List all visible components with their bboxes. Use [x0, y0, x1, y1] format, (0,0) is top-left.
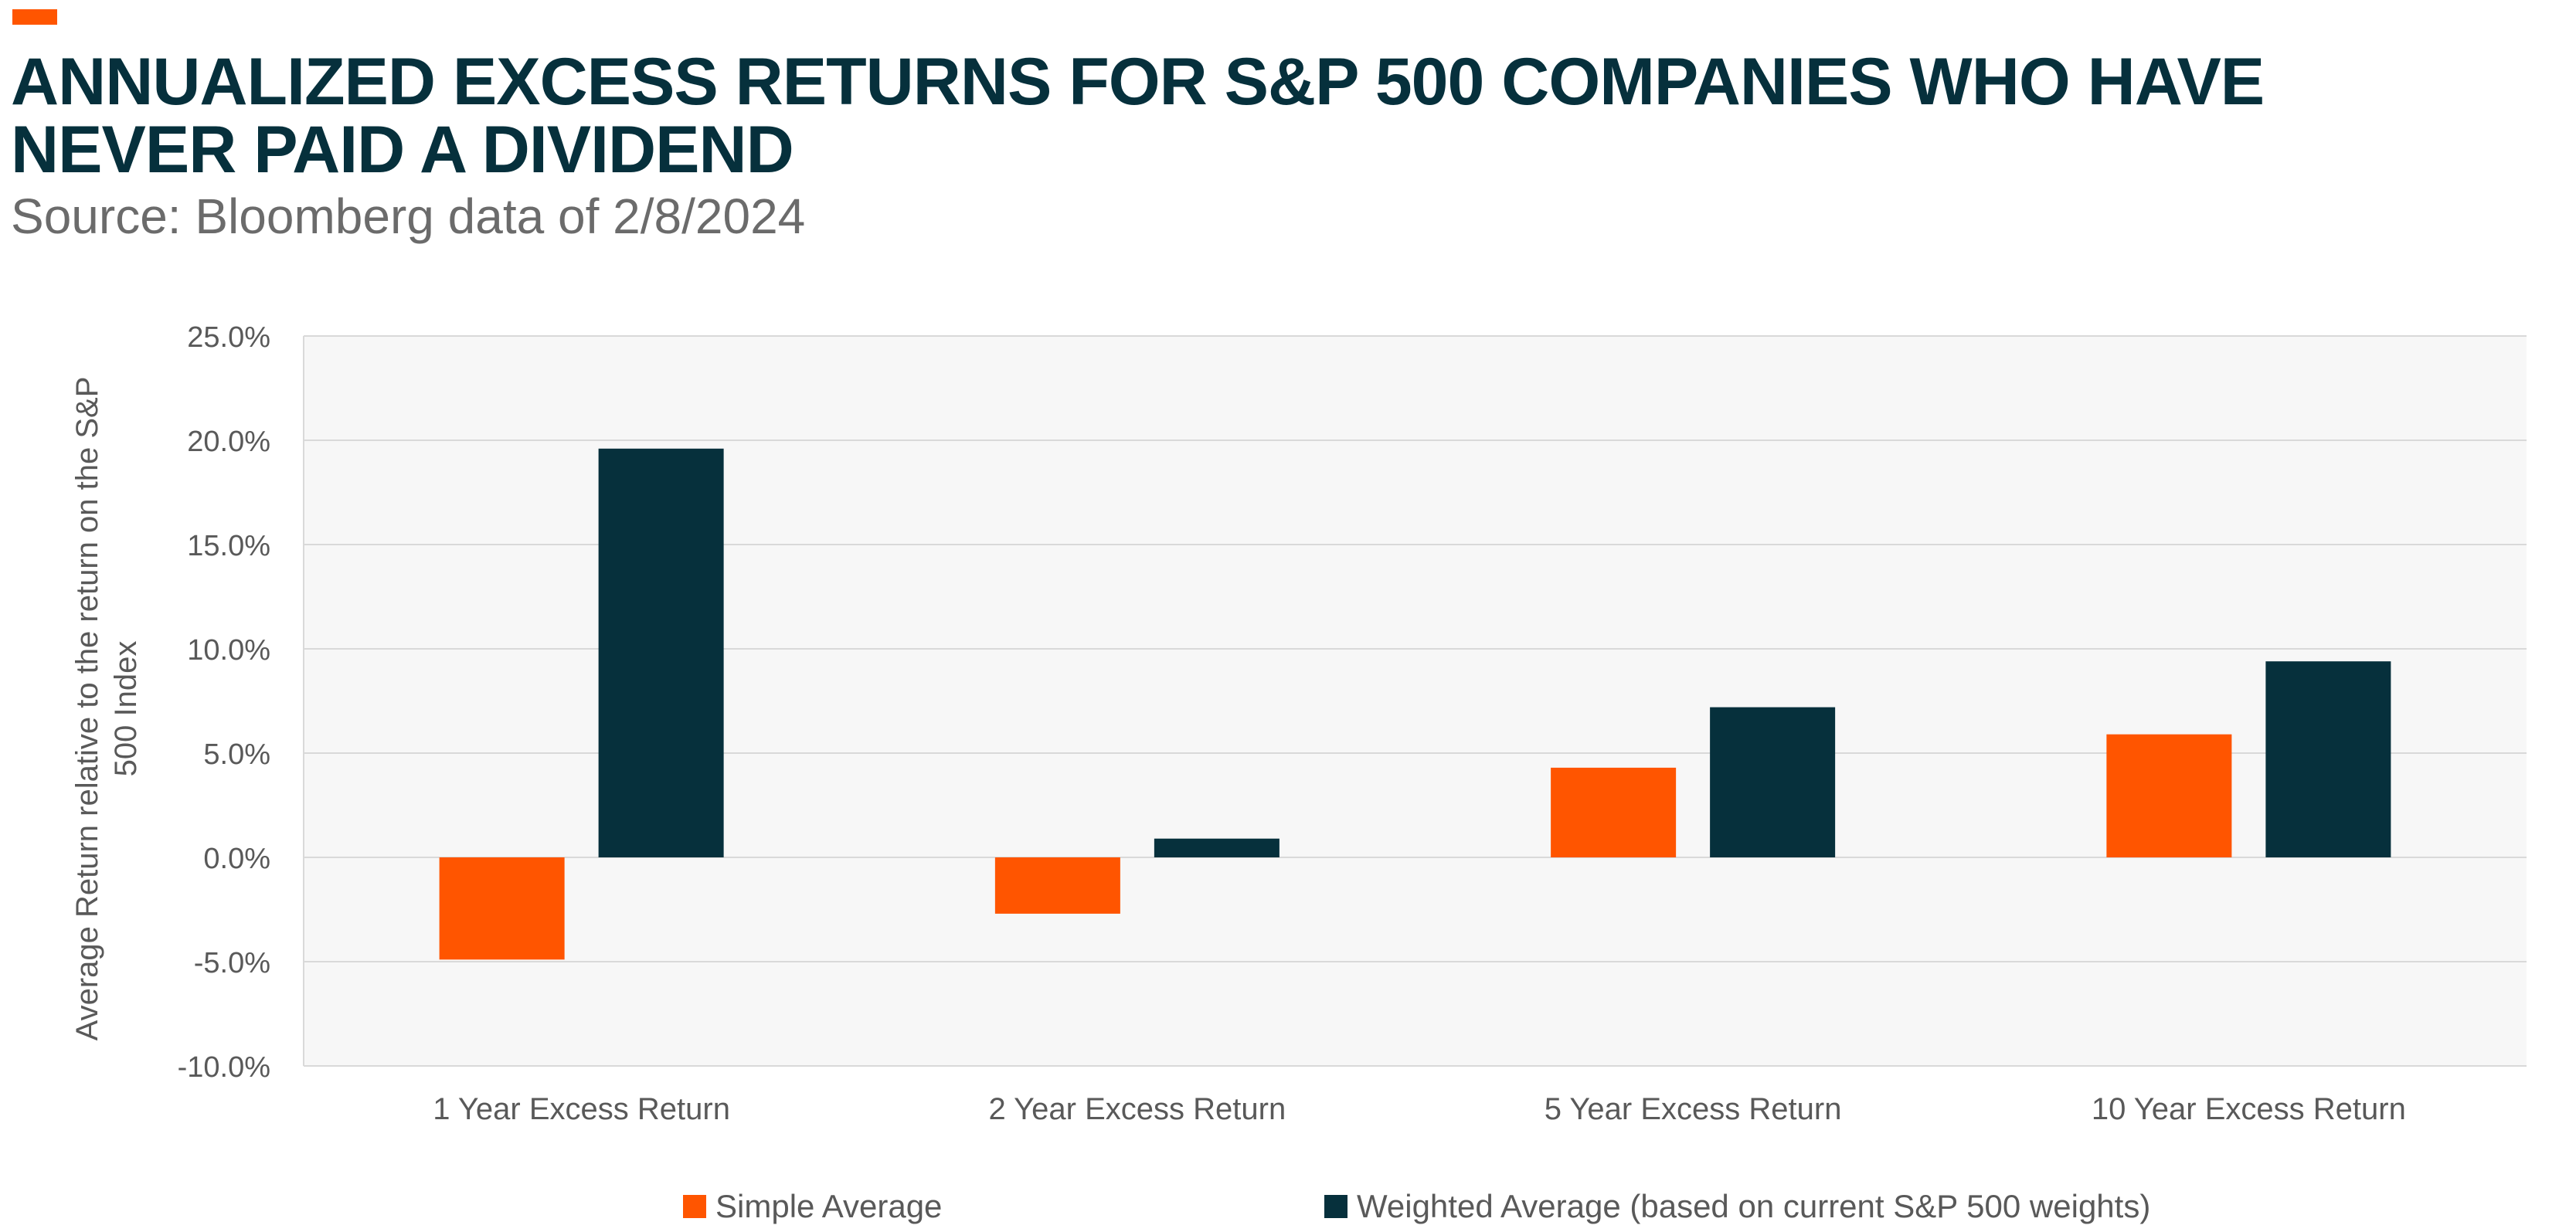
y-axis-ticks: -10.0% -5.0% 0.0% 5.0% 10.0% 15.0% 20.0% 25.0% — [178, 321, 270, 1084]
y-tick-label: -5.0% — [194, 947, 270, 979]
chart-title: ANNUALIZED EXCESS RETURNS FOR S&P 500 CO… — [11, 45, 2265, 187]
x-tick-label: 2 Year Excess Return — [989, 1092, 1286, 1126]
bar-simple-average — [1551, 767, 1677, 857]
x-axis-ticks: 1 Year Excess Return 2 Year Excess Return… — [433, 1092, 2406, 1126]
legend: Simple Average Weighted Average (based on… — [683, 1188, 2150, 1224]
bar-simple-average — [2106, 734, 2232, 857]
y-tick-label: -10.0% — [178, 1051, 270, 1084]
chart-subtitle: Source: Bloomberg data of 2/8/2024 — [11, 188, 806, 244]
legend-swatch — [1324, 1195, 1347, 1218]
legend-label: Weighted Average (based on current S&P 5… — [1357, 1188, 2150, 1224]
y-tick-label: 25.0% — [187, 321, 270, 354]
y-axis-label-line: 500 Index — [109, 641, 143, 777]
bar-weighted-average — [1710, 707, 1836, 857]
bar-weighted-average — [598, 448, 724, 857]
bars — [439, 448, 2391, 960]
bar-weighted-average — [2265, 661, 2391, 857]
x-tick-label: 10 Year Excess Return — [2092, 1092, 2406, 1126]
bar-simple-average — [439, 857, 565, 960]
y-tick-label: 5.0% — [203, 738, 270, 771]
x-tick-label: 5 Year Excess Return — [1545, 1092, 1842, 1126]
bar-simple-average — [994, 857, 1120, 914]
legend-swatch — [683, 1195, 706, 1218]
accent-bar — [12, 9, 57, 25]
y-tick-label: 10.0% — [187, 634, 270, 667]
x-tick-label: 1 Year Excess Return — [433, 1092, 730, 1126]
legend-label: Simple Average — [715, 1188, 942, 1224]
bar-weighted-average — [1154, 838, 1280, 857]
y-axis-label-line: Average Return relative to the return on… — [70, 377, 104, 1041]
y-tick-label: 0.0% — [203, 843, 270, 875]
y-axis-label: Average Return relative to the return on… — [70, 377, 143, 1041]
y-tick-label: 20.0% — [187, 426, 270, 458]
y-tick-label: 15.0% — [187, 530, 270, 562]
